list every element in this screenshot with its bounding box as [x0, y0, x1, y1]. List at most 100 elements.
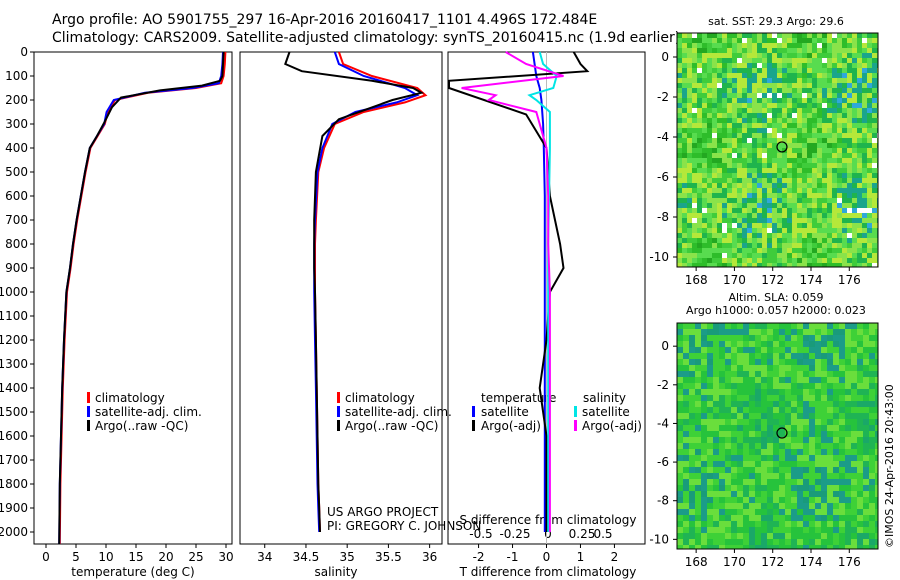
map-cell: [822, 248, 828, 254]
map-cell: [761, 509, 768, 516]
map-cell: [872, 43, 878, 49]
map-cell: [732, 68, 738, 74]
map-cell: [692, 108, 698, 114]
map-cell: [687, 163, 693, 169]
map-cell: [767, 58, 773, 64]
map-cell: [845, 527, 852, 534]
map-cell: [747, 173, 753, 179]
map-cell: [847, 213, 853, 219]
map-cell: [689, 443, 696, 450]
map-cell: [867, 163, 873, 169]
map-cell: [852, 98, 858, 104]
map-cell: [677, 138, 683, 144]
map-cell: [875, 437, 879, 444]
map-cell: [847, 158, 853, 164]
map-cell: [815, 353, 822, 360]
map-cell: [713, 419, 720, 426]
map-cell: [867, 213, 873, 219]
map-cell: [713, 371, 720, 378]
map-cell: [867, 138, 873, 144]
map-cell: [767, 228, 773, 234]
map-cell: [815, 371, 822, 378]
map-cell: [737, 395, 744, 402]
map-cell: [749, 353, 756, 360]
map-cell: [862, 68, 868, 74]
x-tick-label: 176: [838, 273, 861, 287]
y-tick-label: 1700: [0, 453, 28, 467]
map-cell: [727, 48, 733, 54]
map-cell: [787, 208, 793, 214]
map-cell: [767, 183, 773, 189]
map-cell: [862, 243, 868, 249]
map-cell: [732, 108, 738, 114]
map-cell: [862, 148, 868, 154]
map-cell: [875, 377, 879, 384]
map-cell: [833, 533, 840, 540]
map-cell: [857, 43, 863, 49]
map-cell: [732, 173, 738, 179]
y-tick-label: 800: [5, 237, 28, 251]
map-cell: [773, 377, 780, 384]
map-cell: [785, 359, 792, 366]
map-cell: [742, 98, 748, 104]
map-cell: [782, 108, 788, 114]
map-cell: [683, 371, 690, 378]
map-cell: [732, 148, 738, 154]
map-cell: [777, 218, 783, 224]
map-cell: [837, 88, 843, 94]
map-cell: [782, 193, 788, 199]
map-cell: [822, 258, 828, 264]
map-cell: [779, 497, 786, 504]
map-cell: [737, 461, 744, 468]
y-tick-label: -4: [657, 130, 669, 144]
map-cell: [827, 238, 833, 244]
map-cell: [743, 329, 750, 336]
map-cell: [787, 133, 793, 139]
legend-label: Argo(-adj): [582, 419, 642, 433]
map-cell: [743, 443, 750, 450]
map-cell: [832, 128, 838, 134]
map-cell: [827, 188, 833, 194]
map-cell: [712, 78, 718, 84]
map-cell: [857, 425, 864, 432]
map-cell: [797, 258, 803, 264]
map-cell: [862, 228, 868, 234]
map-cell: [747, 168, 753, 174]
map-cell: [772, 168, 778, 174]
map-cell: [827, 168, 833, 174]
map-cell: [857, 431, 864, 438]
map-cell: [872, 163, 878, 169]
map-cell: [757, 168, 763, 174]
map-cell: [725, 449, 732, 456]
map-cell: [842, 118, 848, 124]
map-cell: [847, 218, 853, 224]
map-cell: [863, 539, 870, 546]
map-cell: [857, 78, 863, 84]
map-cell: [722, 73, 728, 79]
map-cell: [833, 341, 840, 348]
map-cell: [682, 83, 688, 89]
map-cell: [777, 243, 783, 249]
map-cell: [732, 38, 738, 44]
map-cell: [701, 521, 708, 528]
map-cell: [749, 455, 756, 462]
map-cell: [807, 78, 813, 84]
map-cell: [845, 347, 852, 354]
map-cell: [737, 335, 744, 342]
map-cell: [757, 78, 763, 84]
map-cell: [797, 491, 804, 498]
map-cell: [712, 223, 718, 229]
map-cell: [742, 158, 748, 164]
map-cell: [762, 253, 768, 259]
map-cell: [697, 118, 703, 124]
map-cell: [722, 153, 728, 159]
map-cell: [827, 395, 834, 402]
map-cell: [817, 168, 823, 174]
map-cell: [845, 521, 852, 528]
map-cell: [827, 491, 834, 498]
map-cell: [682, 228, 688, 234]
map-cell: [767, 178, 773, 184]
map-cell: [852, 133, 858, 139]
map-cell: [857, 253, 863, 259]
map-cell: [752, 53, 758, 59]
